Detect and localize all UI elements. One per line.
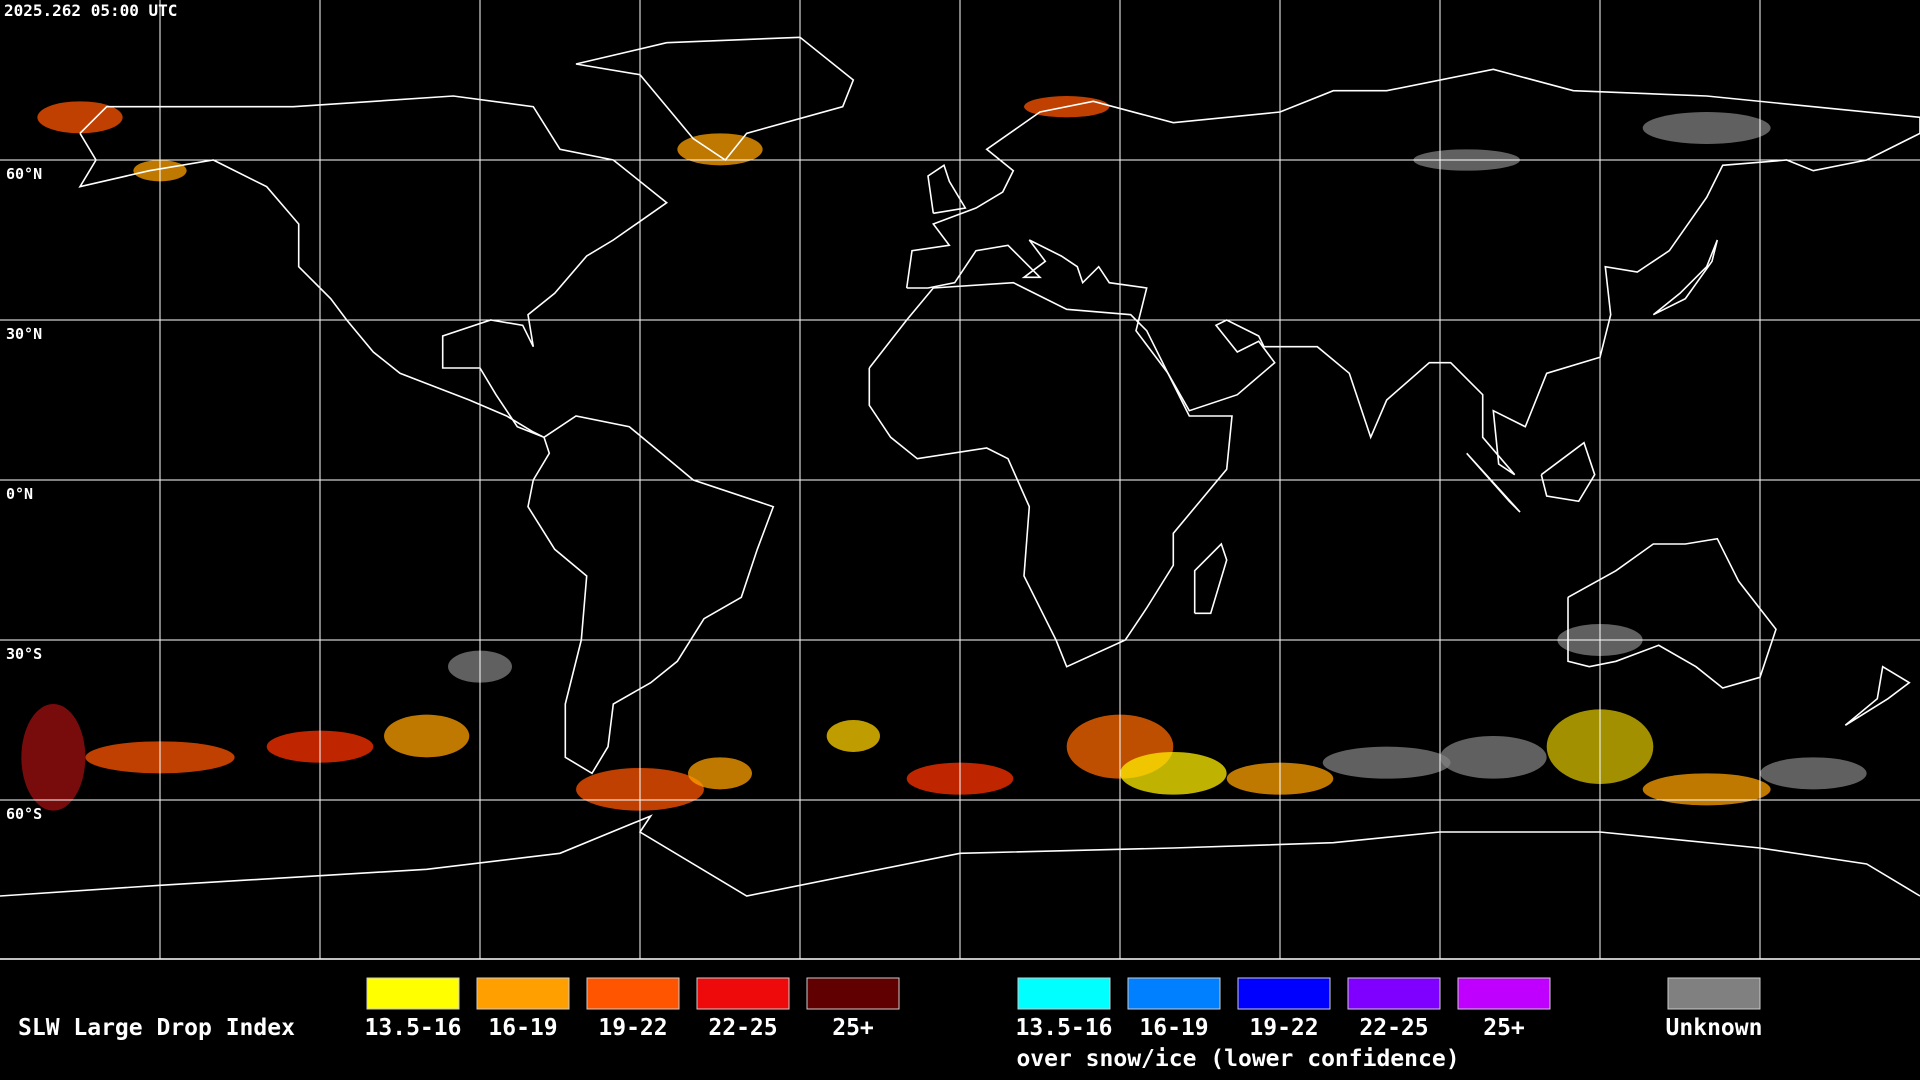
legend-swatch [366,977,460,1010]
legend-swatch [1127,977,1221,1010]
cloud-patch [1642,773,1771,806]
legend-label: 13.5-16 [1016,1015,1113,1041]
legend-swatch [696,977,790,1010]
legend-label: 22-25 [1359,1015,1428,1041]
cloud-patch [1322,746,1451,779]
legend-label: 19-22 [1249,1015,1318,1041]
cloud-patch [826,720,880,752]
legend-swatch [586,977,680,1010]
legend-title: SLW Large Drop Index [18,1015,295,1041]
coastline [1466,452,1521,513]
legend-swatch [476,977,570,1010]
cloud-patch [1760,757,1867,790]
cloud-patch [1642,112,1771,144]
coastline [905,68,1920,476]
coastline [868,281,1233,668]
timestamp: 2025.262 05:00 UTC [4,1,177,20]
legend-swatch [806,977,900,1010]
legend-label: 13.5-16 [365,1015,462,1041]
snow-ice-caption: over snow/ice (lower confidence) [1016,1046,1459,1072]
legend-label: 16-19 [488,1015,557,1041]
coastline [1193,542,1228,615]
coastline [1844,665,1911,726]
cloud-patch [677,133,763,166]
cloud-patch [688,757,752,790]
legend-swatch [1347,977,1441,1010]
latitude-label: 60°S [6,805,42,823]
coastline [1652,239,1719,316]
legend-label: 25+ [1483,1015,1525,1041]
latitude-label: 30°N [6,325,42,343]
legend-label: 22-25 [708,1015,777,1041]
latitude-label: 60°N [6,165,42,183]
legend-swatch [1017,977,1111,1010]
latitude-label: 30°S [6,645,42,663]
cloud-patch [384,714,470,758]
legend-label: 19-22 [598,1015,667,1041]
legend-label: Unknown [1666,1015,1763,1041]
legend-label: 25+ [832,1015,874,1041]
graticule [0,0,1920,959]
legend-swatch [1667,977,1761,1010]
legend-swatch [1237,977,1331,1010]
latitude-label: 0°N [6,485,33,503]
coastline [1540,441,1596,503]
cloud-patch [1440,736,1547,779]
cloud-patch [37,101,123,134]
legend-label: 16-19 [1139,1015,1208,1041]
legend-swatch [1457,977,1551,1010]
cloud-patch [21,704,86,811]
coastline [527,415,775,775]
cloud-patch [1120,752,1227,795]
